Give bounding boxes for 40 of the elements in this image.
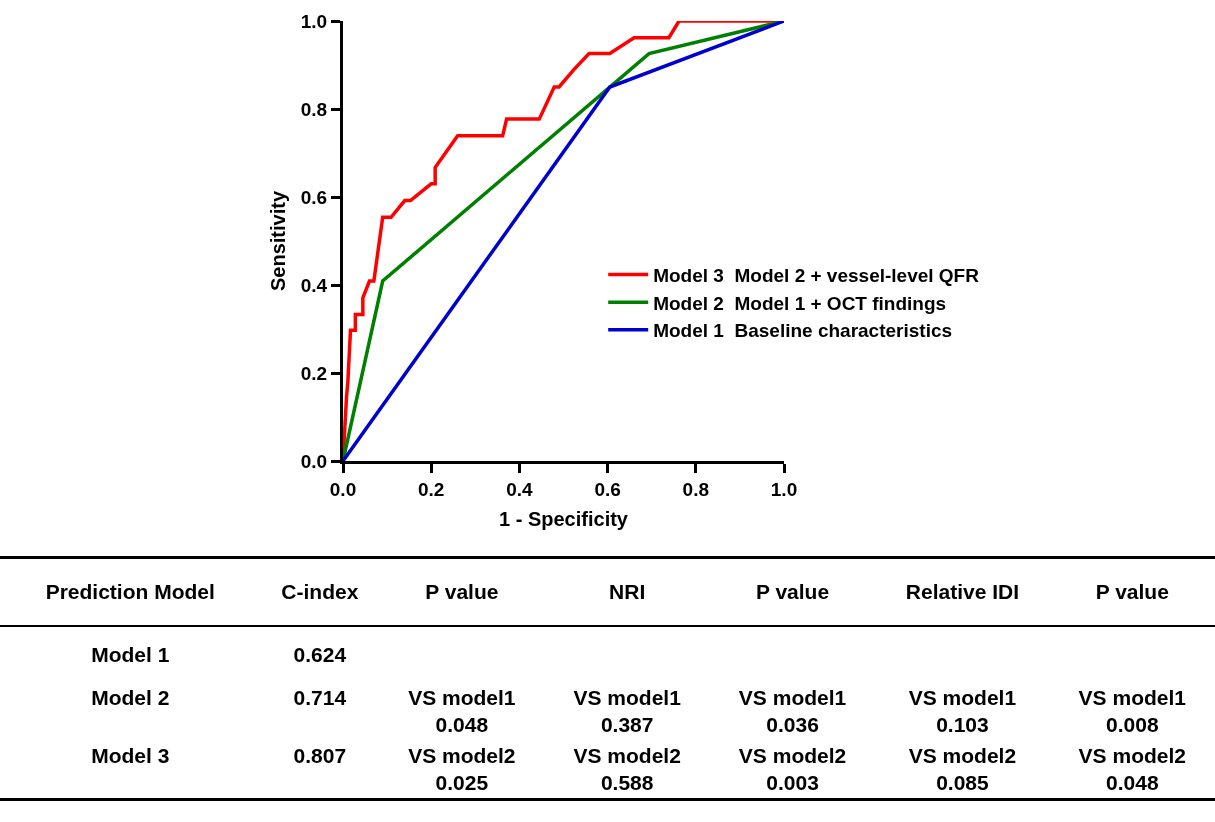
text: VS model2 0.048 [1078, 743, 1186, 794]
text: 0.714 [293, 685, 347, 709]
text: 0.624 [293, 642, 347, 666]
text: VS model2 0.003 [738, 743, 847, 794]
category-label: C-index [280, 579, 360, 606]
category-label: Model 3 [91, 743, 170, 767]
legend-label: Model 1 Baseline characteristics [653, 320, 953, 342]
y-tick-label: 0.0 [300, 450, 328, 472]
x-tick-label: 0.6 [594, 478, 621, 500]
x-tick-label: 0.0 [329, 478, 357, 500]
text: VS model1 0.008 [1078, 685, 1186, 736]
text: 0.807 [293, 743, 347, 767]
category-label: NRI [608, 579, 647, 606]
category-label: Model 1 [91, 642, 170, 666]
text: VS model2 0.025 [408, 743, 516, 794]
y-tick-label: 0.2 [300, 362, 328, 384]
text: VS model1 0.103 [908, 685, 1017, 736]
x-axis-title: 1 - Specificity [499, 508, 629, 531]
y-axis-title: Sensitivity [267, 190, 290, 292]
x-tick-label: 0.2 [417, 478, 445, 500]
y-tick-label: 0.6 [300, 186, 328, 208]
category-label: P value [424, 579, 500, 606]
category-label: Prediction Model [44, 579, 216, 606]
x-tick-label: 0.4 [506, 478, 534, 500]
text: VS model1 0.048 [408, 685, 516, 736]
x-tick-label: 0.8 [682, 478, 710, 500]
x-tick-label: 1.0 [770, 478, 798, 500]
legend-label: Model 2 Model 1 + OCT findings [653, 292, 947, 314]
legend-label: Model 3 Model 2 + vessel-level QFR [653, 264, 980, 286]
text: VS model1 0.036 [738, 685, 847, 736]
text: VS model2 0.085 [908, 743, 1017, 794]
text: VS model2 0.588 [573, 743, 681, 794]
category-label: Model 2 [91, 685, 170, 709]
y-tick-label: 0.8 [300, 98, 328, 120]
y-tick-label: 1.0 [300, 10, 328, 32]
category-label: Relative IDI [904, 579, 1020, 606]
y-tick-label: 0.4 [300, 274, 328, 296]
category-label: P value [1094, 579, 1170, 606]
text: VS model1 0.387 [573, 685, 681, 736]
category-label: P value [754, 579, 831, 606]
